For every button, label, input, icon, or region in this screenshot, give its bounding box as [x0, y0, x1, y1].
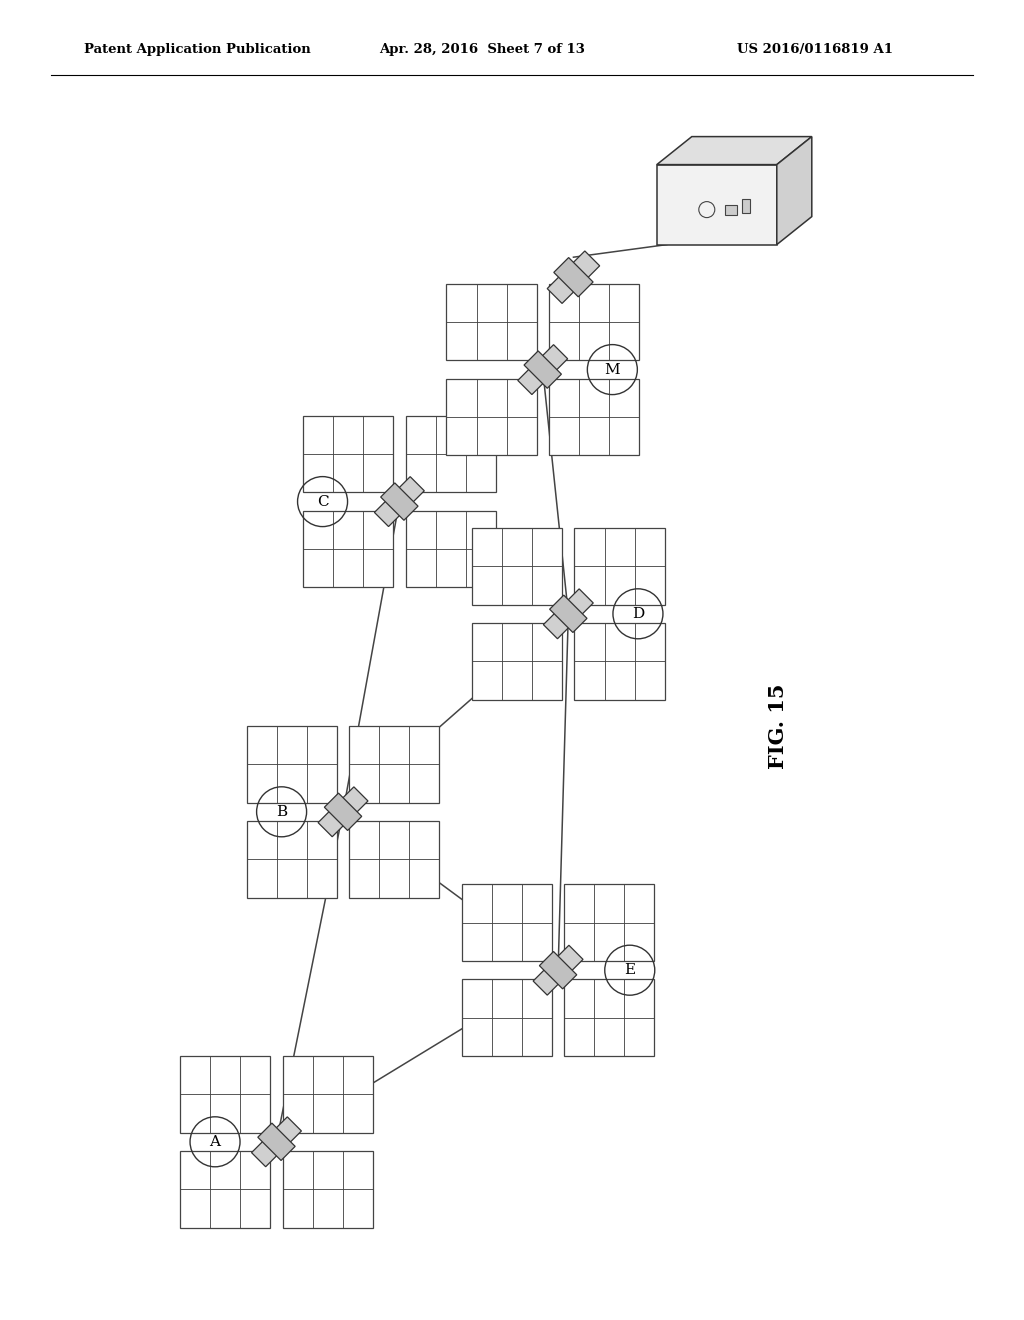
Bar: [462, 884, 552, 961]
Text: D: D: [632, 607, 644, 620]
Bar: [725, 205, 737, 215]
Bar: [303, 416, 393, 492]
Bar: [564, 979, 654, 1056]
Polygon shape: [777, 136, 812, 244]
Text: M: M: [604, 363, 621, 376]
Text: A: A: [210, 1135, 220, 1148]
Bar: [462, 979, 552, 1056]
Polygon shape: [544, 589, 593, 639]
Polygon shape: [252, 1117, 301, 1167]
Polygon shape: [318, 787, 368, 837]
Bar: [446, 284, 537, 360]
Bar: [180, 1151, 270, 1228]
Text: E: E: [625, 964, 635, 977]
Text: US 2016/0116819 A1: US 2016/0116819 A1: [737, 44, 893, 57]
Polygon shape: [540, 952, 577, 989]
Bar: [741, 198, 750, 213]
Bar: [349, 821, 439, 898]
Bar: [564, 884, 654, 961]
Bar: [180, 1056, 270, 1133]
Bar: [446, 379, 537, 455]
Text: Apr. 28, 2016  Sheet 7 of 13: Apr. 28, 2016 Sheet 7 of 13: [379, 44, 585, 57]
Bar: [472, 623, 562, 700]
Bar: [472, 528, 562, 605]
Bar: [656, 165, 777, 244]
Polygon shape: [550, 595, 587, 632]
Bar: [574, 623, 665, 700]
Text: FIG. 15: FIG. 15: [768, 684, 788, 768]
Polygon shape: [534, 945, 583, 995]
Text: C: C: [316, 495, 329, 508]
Polygon shape: [656, 136, 812, 165]
Bar: [247, 726, 337, 803]
Bar: [283, 1056, 373, 1133]
Polygon shape: [518, 345, 567, 395]
Bar: [574, 528, 665, 605]
Polygon shape: [375, 477, 424, 527]
Text: B: B: [276, 805, 287, 818]
Polygon shape: [325, 793, 361, 830]
Bar: [406, 416, 496, 492]
Text: Patent Application Publication: Patent Application Publication: [84, 44, 310, 57]
Bar: [303, 511, 393, 587]
Polygon shape: [524, 351, 561, 388]
Bar: [283, 1151, 373, 1228]
Bar: [349, 726, 439, 803]
Bar: [406, 511, 496, 587]
Bar: [549, 379, 639, 455]
Bar: [549, 284, 639, 360]
Polygon shape: [554, 257, 593, 297]
Polygon shape: [547, 251, 600, 304]
Polygon shape: [381, 483, 418, 520]
Polygon shape: [258, 1123, 295, 1160]
Bar: [247, 821, 337, 898]
